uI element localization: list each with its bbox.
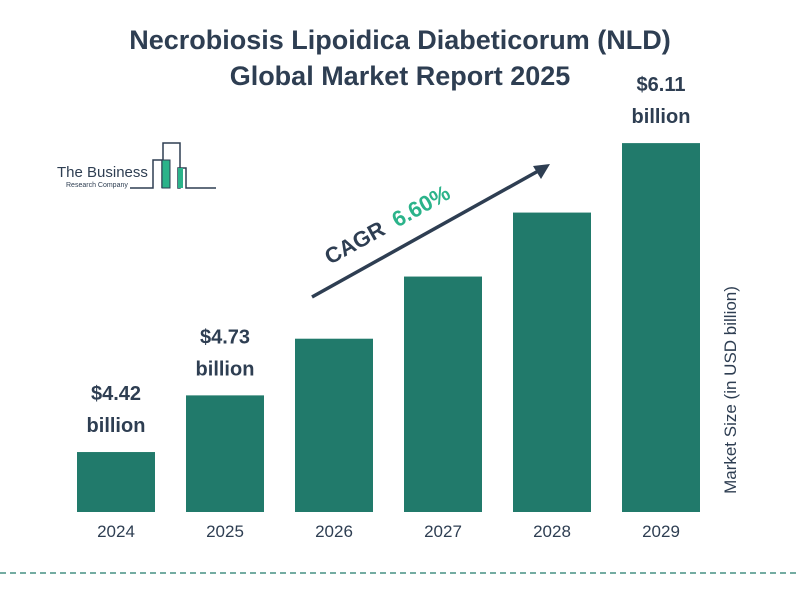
x-tick-label: 2026 (315, 522, 353, 541)
x-tick-label: 2024 (97, 522, 135, 541)
data-label-value: $6.11 (637, 74, 686, 96)
x-tick-label: 2027 (424, 522, 462, 541)
data-label-unit: billion (632, 106, 691, 128)
bar-2027 (404, 276, 482, 512)
x-tick-label: 2028 (533, 522, 571, 541)
cagr-arrow (311, 164, 550, 299)
x-tick-label: 2029 (642, 522, 680, 541)
title-line-2: Global Market Report 2025 (229, 61, 571, 91)
bar-2026 (295, 338, 373, 512)
data-label-value: $4.73 (200, 326, 250, 348)
data-label-unit: billion (87, 415, 146, 437)
x-tick-label: 2025 (206, 522, 244, 541)
chart-title: Necrobiosis Lipoidica Diabeticorum (NLD)… (0, 22, 800, 94)
title-line-1: Necrobiosis Lipoidica Diabeticorum (NLD) (129, 25, 671, 55)
data-label-unit: billion (196, 358, 255, 380)
logo-line-1: The Business (57, 164, 148, 181)
logo-line-2: Research Company (66, 182, 128, 189)
y-axis-label: Market Size (in USD billion) (721, 286, 740, 494)
bar-2028 (513, 212, 591, 512)
data-label-value: $4.42 (91, 383, 141, 405)
bar-2029 (622, 143, 700, 512)
bar-2025 (186, 395, 264, 512)
logo: The Business Research Company (57, 142, 216, 189)
bar-2024 (77, 452, 155, 512)
